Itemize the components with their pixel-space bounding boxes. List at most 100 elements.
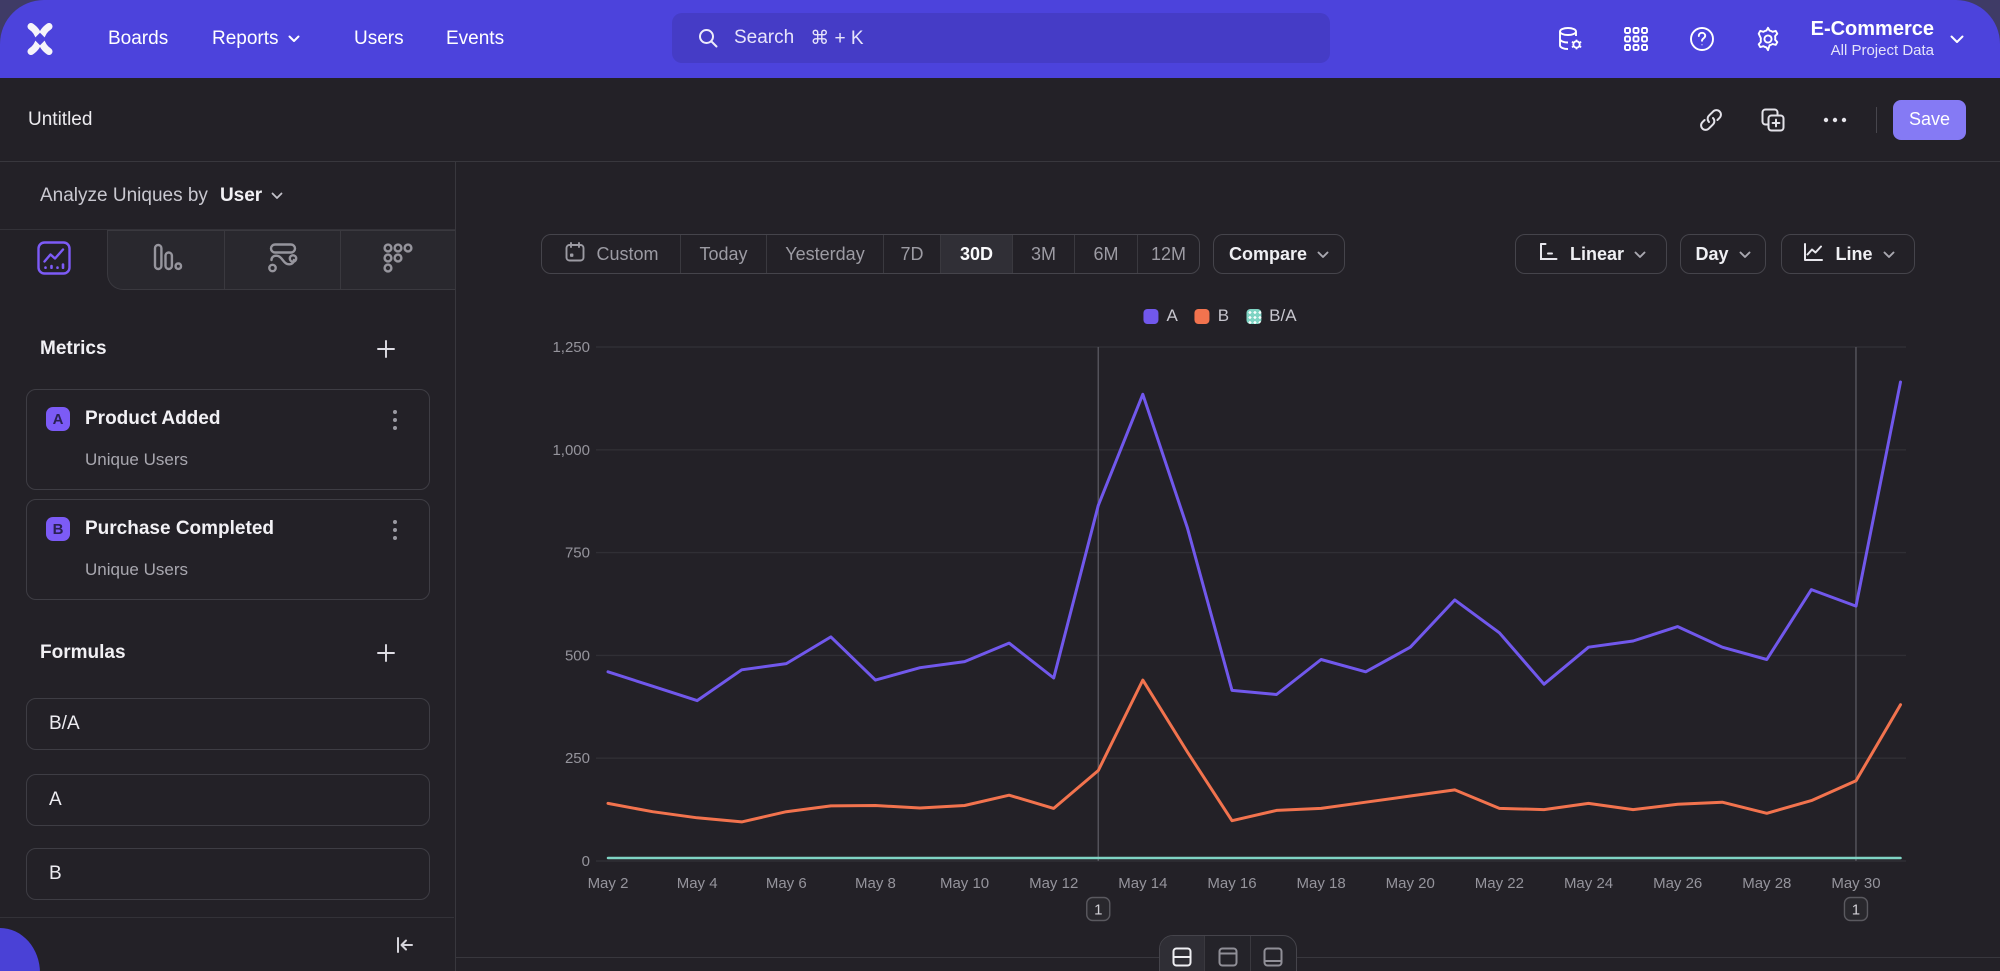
metrics-title: Metrics (40, 338, 107, 359)
top-navigation: Boards Reports Users Events Search ⌘ + K (0, 0, 2000, 78)
apps-grid-icon[interactable] (1621, 24, 1651, 54)
metric-measurement[interactable]: Unique Users (85, 450, 188, 469)
date-range-6m[interactable]: 6M (1075, 235, 1138, 273)
tab-funnels[interactable] (112, 230, 219, 290)
chevron-down-icon (1317, 251, 1329, 259)
x-axis-label: May 24 (1564, 875, 1613, 892)
layout-header-top[interactable] (1205, 936, 1251, 971)
date-range-control: Custom Today Yesterday 7D 30D 3M 6M 12M (541, 234, 1200, 274)
scale-dropdown[interactable]: Linear (1515, 234, 1667, 274)
search-placeholder: Search (734, 27, 795, 48)
date-range-30d[interactable]: 30D (941, 235, 1013, 273)
metric-name: Purchase Completed (85, 518, 274, 539)
interval-dropdown[interactable]: Day (1680, 234, 1766, 274)
metric-options-icon[interactable] (387, 409, 403, 431)
formulas-section-header: Formulas (0, 633, 455, 673)
metric-options-icon[interactable] (387, 519, 403, 541)
nav-item-boards[interactable]: Boards (108, 0, 168, 78)
date-range-label: Today (699, 243, 748, 264)
legend-label: B (1217, 306, 1230, 325)
metric-measurement[interactable]: Unique Users (85, 560, 188, 579)
project-info: E-Commerce All Project Data (1811, 17, 1934, 61)
nav-item-events-label: Events (446, 28, 505, 49)
legend-swatch (1246, 308, 1262, 324)
help-icon[interactable] (1687, 24, 1717, 54)
nav-item-events[interactable]: Events (446, 0, 504, 78)
x-axis-label: May 22 (1475, 875, 1524, 892)
duplicate-icon[interactable] (1756, 103, 1790, 137)
annotation-lines (1097, 347, 1857, 861)
analyze-by-dropdown[interactable]: User (219, 184, 263, 206)
metric-letter-badge: A (46, 407, 70, 431)
collapse-sidebar-icon[interactable] (394, 934, 416, 956)
project-switcher[interactable]: E-Commerce All Project Data (1811, 17, 1964, 61)
add-metric-button[interactable] (375, 338, 397, 360)
copy-link-icon[interactable] (1694, 103, 1728, 137)
analyze-row: Analyze Uniques by User (0, 162, 455, 230)
date-range-7d[interactable]: 7D (884, 235, 941, 273)
search-input[interactable]: Search ⌘ + K (672, 13, 1330, 63)
chart-legend: A B B/A (1143, 306, 1297, 326)
search-icon (696, 26, 720, 50)
annotation-badge[interactable]: 1 (1843, 896, 1869, 922)
layout-footer-bottom[interactable] (1251, 936, 1296, 971)
date-range-label: Custom (596, 243, 659, 264)
formulas-title: Formulas (40, 642, 126, 663)
legend-item-A[interactable]: A (1143, 306, 1178, 326)
formula-card[interactable]: B (26, 848, 430, 900)
report-actions: Save (1666, 99, 2000, 140)
chart-type-dropdown[interactable]: Line (1781, 234, 1915, 274)
report-title[interactable]: Untitled (28, 108, 93, 130)
legend-label: A (1166, 306, 1178, 325)
tab-retention[interactable] (344, 230, 451, 290)
data-management-icon[interactable] (1555, 24, 1585, 54)
chart-toolbar: Custom Today Yesterday 7D 30D 3M 6M 12M … (456, 234, 2000, 274)
metric-card-purchase-completed[interactable]: B Purchase Completed Unique Users (26, 499, 430, 600)
gridlines (596, 346, 1906, 862)
mixpanel-logo-icon[interactable] (23, 22, 57, 56)
y-axis-label: 500 (565, 647, 590, 664)
add-formula-button[interactable] (375, 642, 397, 664)
retention-icon (380, 240, 416, 281)
more-options-icon[interactable] (1818, 103, 1852, 137)
chevron-down-icon (288, 35, 300, 43)
compare-label: Compare (1228, 243, 1308, 264)
legend-item-B[interactable]: B (1194, 306, 1230, 326)
sidebar-footer (0, 917, 454, 971)
series-line-B (606, 678, 1902, 824)
compare-button[interactable]: Compare (1213, 234, 1345, 274)
metric-letter-badge: B (46, 517, 70, 541)
tab-flows[interactable] (228, 230, 335, 290)
date-range-12m[interactable]: 12M (1138, 235, 1199, 273)
nav-item-reports[interactable]: Reports (212, 0, 300, 78)
chart-area[interactable]: 0 250 500 750 1,000 1,250 May 2 May 4 May 6 May 8… (456, 290, 2000, 957)
nav-item-reports-label: Reports (212, 28, 279, 49)
date-range-label: 7D (900, 243, 924, 264)
nav-item-users[interactable]: Users (354, 0, 404, 78)
save-button[interactable]: Save (1893, 99, 1966, 140)
date-range-label: Yesterday (785, 243, 865, 264)
date-range-yesterday[interactable]: Yesterday (767, 235, 884, 273)
settings-icon[interactable] (1753, 24, 1783, 54)
tab-insights[interactable] (0, 230, 107, 290)
date-range-today[interactable]: Today (681, 235, 767, 273)
annotation-badge[interactable]: 1 (1086, 896, 1111, 922)
axis-labels: 0 250 500 750 1,000 1,250 May 2 May 4 May 6 May 8… (552, 339, 1880, 892)
tab-separator (224, 231, 225, 289)
x-axis-label: May 8 (855, 875, 896, 892)
legend-item-B/A[interactable]: B/A (1246, 306, 1297, 326)
chart-svg[interactable]: 0 250 500 750 1,000 1,250 May 2 May 4 May 6 May 8… (456, 290, 2000, 957)
insights-icon (36, 240, 72, 281)
x-axis-label: May 12 (1029, 875, 1078, 892)
date-range-label: 6M (1093, 243, 1119, 264)
layout-split-rows[interactable] (1160, 936, 1206, 971)
date-range-3m[interactable]: 3M (1013, 235, 1075, 273)
svg-text:1: 1 (1852, 902, 1860, 919)
nav-item-users-label: Users (354, 28, 404, 49)
formula-card[interactable]: A (26, 774, 430, 826)
formula-card[interactable]: B/A (26, 698, 430, 750)
metric-card-product-added[interactable]: A Product Added Unique Users (26, 389, 430, 490)
date-range-custom[interactable]: Custom (542, 235, 681, 273)
chart-panel: Custom Today Yesterday 7D 30D 3M 6M 12M … (456, 162, 2000, 971)
